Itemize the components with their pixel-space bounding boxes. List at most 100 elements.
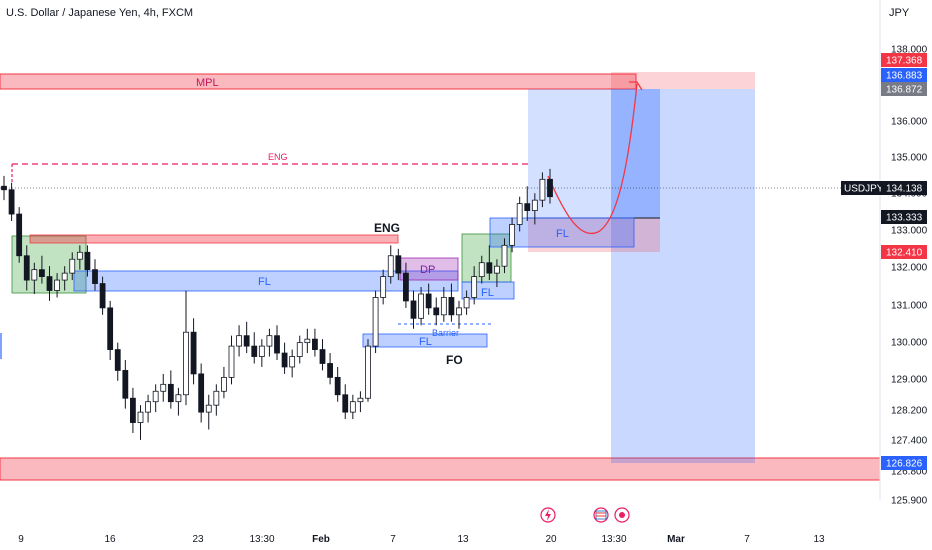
fl-barrier-label: FL [419, 336, 432, 348]
x-tick-label: 23 [192, 534, 204, 545]
candle [531, 193, 538, 225]
x-tick-label: 13 [813, 534, 825, 545]
candle [243, 321, 250, 354]
candle [198, 363, 205, 423]
price-label: 126.826 [886, 459, 923, 470]
fl-small-label: FL [481, 287, 494, 299]
x-tick-label: 16 [104, 534, 116, 545]
candle [258, 339, 265, 367]
candle [448, 283, 455, 322]
mpl-label: MPL [196, 77, 219, 89]
candle [92, 259, 98, 291]
candle [183, 290, 189, 406]
candle [296, 335, 303, 364]
y-tick-label: 130.000 [891, 338, 928, 349]
candle [46, 266, 53, 301]
x-tick-label: 7 [390, 534, 396, 545]
candle [539, 172, 546, 208]
fo-label: FO [446, 353, 463, 367]
candle [501, 238, 508, 274]
eng-mid-label: ENG [374, 221, 400, 235]
candle [114, 342, 121, 381]
candle [99, 276, 106, 315]
price-label-bg [881, 53, 927, 67]
target-zone-mid [611, 89, 660, 218]
x-tick-label: Mar [667, 534, 685, 545]
candle [39, 255, 45, 284]
y-tick-label: 127.400 [891, 436, 928, 447]
stop-zone-bottom [528, 218, 660, 252]
y-tick-label: 125.900 [891, 496, 928, 507]
candle [213, 384, 220, 416]
candle [145, 394, 151, 423]
y-tick-label: 132.000 [891, 263, 928, 274]
x-tick-label: 9 [18, 534, 24, 545]
symbol-tag-bg [841, 181, 881, 195]
chart-title: U.S. Dollar / Japanese Yen, 4h, FXCM [6, 7, 194, 19]
candle [167, 370, 174, 409]
candle [425, 283, 432, 315]
candle [395, 248, 402, 281]
candle [304, 328, 311, 354]
y-tick-label: 136.000 [891, 117, 928, 128]
price-label: 136.872 [886, 85, 923, 96]
price-label: 134.138 [886, 184, 923, 195]
candle [266, 328, 273, 357]
candle [486, 245, 493, 281]
flash-icon[interactable] [540, 507, 556, 523]
candle [349, 394, 356, 420]
x-tick-label: Feb [312, 534, 330, 545]
mpl-zone [0, 73, 637, 90]
candle [8, 182, 15, 222]
candle [463, 290, 470, 315]
x-tick-label: 20 [545, 534, 557, 545]
candle [478, 255, 485, 284]
candle [54, 273, 60, 298]
flag-us-icon[interactable] [593, 507, 609, 523]
candle [380, 269, 387, 305]
y-tick-label: 131.000 [891, 301, 928, 312]
y-tick-label: 129.000 [891, 375, 928, 386]
currency-label: JPY [889, 7, 910, 19]
y-tick-label: 138.000 [891, 45, 928, 56]
candle [327, 353, 333, 385]
candle [205, 394, 212, 430]
candle [357, 391, 364, 413]
y-tick-label: 128.200 [891, 406, 928, 417]
price-label-bg [881, 210, 927, 224]
price-label: 137.368 [886, 56, 923, 67]
candle [31, 262, 38, 294]
candle [494, 259, 500, 288]
x-tick-label: 7 [744, 534, 750, 545]
candle [251, 332, 258, 364]
price-label: 136.883 [886, 71, 923, 82]
price-label-bg [881, 245, 927, 259]
candle [319, 339, 326, 371]
barrier-label: Barrier [432, 328, 459, 338]
y-tick-label: 135.000 [891, 153, 928, 164]
fl-barrier-zone [362, 333, 488, 348]
y-tick-label: 126.800 [891, 467, 928, 478]
candle [61, 266, 68, 291]
candle [84, 245, 91, 277]
candle [547, 168, 553, 204]
candle [236, 325, 242, 357]
candle [152, 384, 159, 413]
candle [137, 405, 144, 440]
candle [410, 290, 417, 329]
y-tick-label: 133.000 [891, 226, 928, 237]
candle [509, 217, 515, 253]
candle [130, 387, 136, 433]
price-axis[interactable]: 138.000137.000136.000135.000134.000133.0… [841, 0, 928, 507]
candle [312, 328, 318, 357]
time-axis[interactable]: 9 16 23 13:30 Feb 7 13 20 13:30 Mar 7 13 [18, 534, 825, 545]
x-tick-label: 13 [457, 534, 469, 545]
price-label-bg [881, 82, 927, 96]
eng-line-label: ENG [268, 152, 288, 162]
candle [403, 262, 409, 308]
x-tick-label: 13:30 [249, 534, 274, 545]
candle [418, 287, 424, 326]
candle [23, 245, 30, 291]
record-icon[interactable] [614, 507, 630, 523]
